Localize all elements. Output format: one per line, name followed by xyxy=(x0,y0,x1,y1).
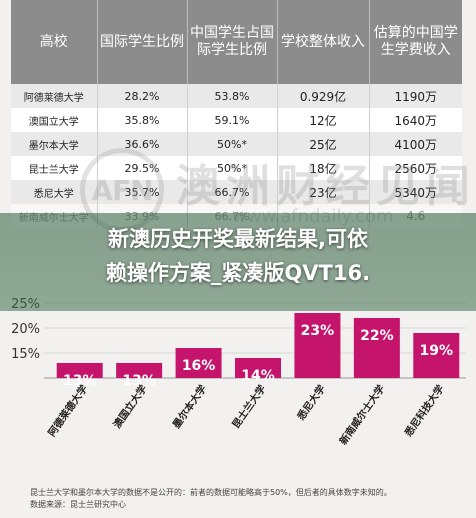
footnote-line-2: 数据来源：昆士兰研究中心 xyxy=(30,499,126,510)
table-cell: 阿德莱德大学 xyxy=(11,84,97,108)
headline-line-2: 赖操作方案_紧凑版QVT16. xyxy=(0,256,476,290)
x-tick-label: 澳国立大学 xyxy=(110,382,149,430)
y-tick-label: 15% xyxy=(11,347,40,362)
x-tick-label: 墨尔本大学 xyxy=(170,382,209,430)
x-tick-label: 新南威尔士大学 xyxy=(337,382,388,447)
bar-value-label: 19% xyxy=(420,343,454,359)
header-cell: 中国学生占国际学生比例 xyxy=(187,0,277,84)
bar-value-label: 14% xyxy=(241,368,275,384)
table-cell: 墨尔本大学 xyxy=(11,132,97,156)
table-cell: 28.2% xyxy=(97,84,187,108)
table-cell: 1190万 xyxy=(369,84,462,108)
table-cell: 53.8% xyxy=(187,84,277,108)
header-cell: 估算的中国学生学费收入 xyxy=(369,0,462,84)
bar xyxy=(354,318,400,378)
headline[interactable]: 新澳历史开奖最新结果,可依 赖操作方案_紧凑版QVT16. xyxy=(0,222,476,290)
table-cell: 1640万 xyxy=(369,108,462,132)
bar-value-label: 16% xyxy=(182,358,216,374)
table-cell: 澳国立大学 xyxy=(11,108,97,132)
table-header-row: 高校 国际学生比例 中国学生占国际学生比例 学校整体收入 估算的中国学生学费收入 xyxy=(11,0,462,84)
table-row: 澳国立大学 35.8% 59.1% 12亿 1640万 xyxy=(11,108,462,132)
x-tick-label: 阿德莱德大学 xyxy=(45,382,90,439)
header-cell: 学校整体收入 xyxy=(277,0,369,84)
x-axis-labels: 阿德莱德大学 澳国立大学 墨尔本大学 昆士兰大学 悉尼大学 新南威尔士大学 悉尼科技大学 xyxy=(45,382,447,447)
table-cell: 35.8% xyxy=(97,108,187,132)
headline-line-1: 新澳历史开奖最新结果,可依 xyxy=(0,222,476,256)
bar-value-label: 23% xyxy=(301,323,335,339)
x-tick-label: 悉尼科技大学 xyxy=(401,382,447,439)
table-cell: 59.1% xyxy=(187,108,277,132)
table-cell: 0.929亿 xyxy=(277,84,369,108)
bar-chart: 15%20%25% 13%13%16%14%23%22%19% 阿德莱德大学澳国… xyxy=(0,298,476,518)
header-cell: 国际学生比例 xyxy=(97,0,187,84)
footnote-line-1: 昆士兰大学和墨尔本大学的数据不是公开的：前者的数据可能略高于50%，但后者的具体… xyxy=(30,487,392,498)
watermark-text: 澳洲财经见闻 xyxy=(176,150,476,214)
table-cell: 12亿 xyxy=(277,108,369,132)
y-tick-label: 20% xyxy=(11,322,40,337)
x-tick-label: 昆士兰大学 xyxy=(229,382,268,430)
bar-value-label: 22% xyxy=(360,328,394,344)
table-row: 阿德莱德大学 28.2% 53.8% 0.929亿 1190万 xyxy=(11,84,462,108)
x-tick-label: 悉尼大学 xyxy=(294,382,328,423)
header-cell: 高校 xyxy=(11,0,97,84)
